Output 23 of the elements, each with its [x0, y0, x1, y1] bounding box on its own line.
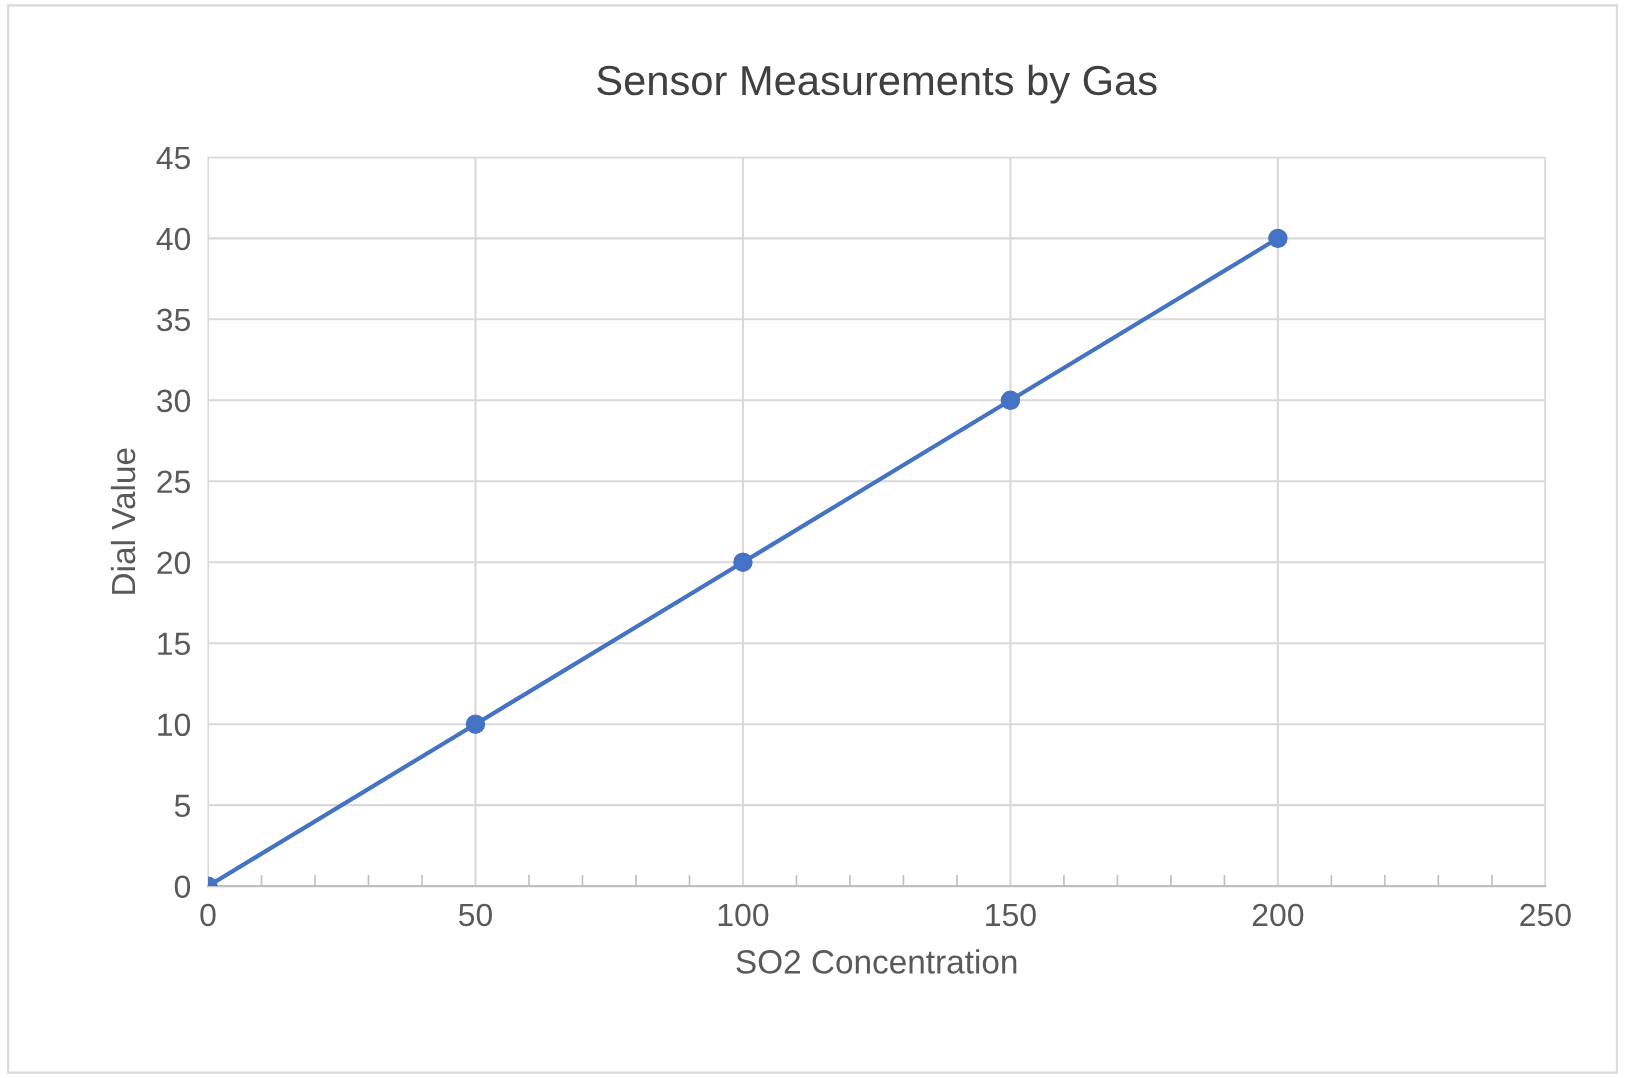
y-tick-label: 0: [174, 875, 191, 899]
y-tick-label: 25: [157, 470, 190, 494]
chart-title: Sensor Measurements by Gas: [597, 64, 1157, 104]
x-axis-title: SO2 Concentration: [736, 949, 1017, 974]
y-tick-label: 5: [174, 794, 190, 818]
y-tick-label: 10: [158, 713, 191, 737]
x-tick-label: 50: [458, 903, 492, 927]
point: [1268, 228, 1288, 249]
y-tick-label: 40: [156, 227, 191, 251]
x-tick-label: 200: [1252, 903, 1304, 927]
y-tick-label: 35: [157, 308, 190, 332]
y-tick-label: 45: [156, 146, 190, 170]
point: [733, 552, 753, 572]
y-tick-label: 15: [158, 632, 190, 656]
y-tick-label: 30: [157, 389, 191, 413]
y-axis-title: Dial Value: [110, 448, 136, 594]
y-tick-label: 20: [157, 551, 191, 575]
x-tick-label: 100: [718, 903, 769, 927]
x-tick-label: 0: [200, 903, 216, 927]
x-tick-label: 250: [1520, 903, 1571, 927]
point: [1000, 390, 1021, 411]
point: [465, 714, 486, 734]
x-tick-label: 150: [986, 903, 1036, 927]
